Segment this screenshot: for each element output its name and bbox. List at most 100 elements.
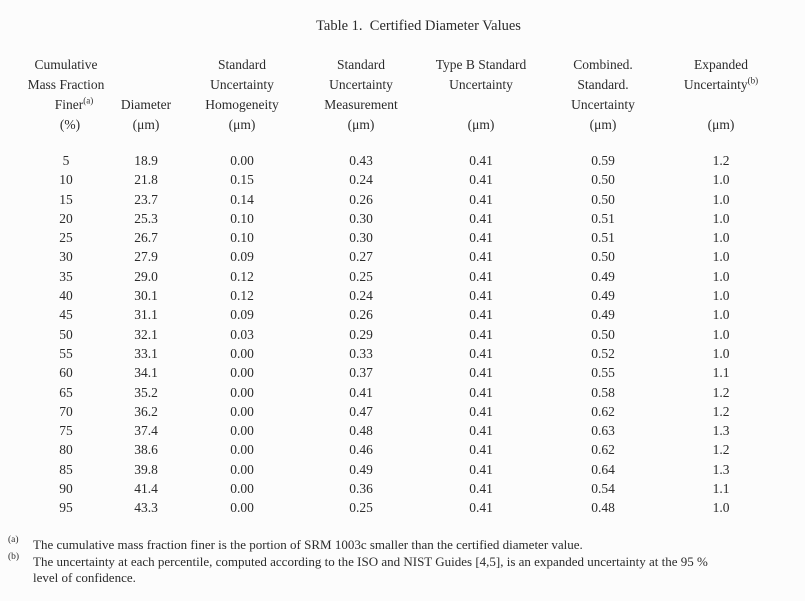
table-cell: 80 bbox=[59, 442, 73, 458]
footnote-a: (a) The cumulative mass fraction finer i… bbox=[0, 535, 805, 554]
table-cell: 0.25 bbox=[349, 500, 373, 516]
header-line: Standard bbox=[218, 57, 266, 72]
table-cell: 0.49 bbox=[349, 461, 373, 477]
table-cell: 25 bbox=[59, 230, 73, 246]
table-cell: 0.41 bbox=[469, 268, 493, 284]
table-cell: 0.59 bbox=[591, 153, 615, 168]
table-cell: 0.50 bbox=[591, 249, 615, 265]
table-cell: 0.41 bbox=[469, 403, 493, 419]
table-cell: 0.51 bbox=[591, 230, 615, 246]
table-row: 30 27.9 0.09 0.27 0.41 0.50 1.0 bbox=[0, 247, 805, 266]
column-header-expanded-uncertainty: Expanded Uncertainty(b) (μm) bbox=[651, 55, 791, 135]
table-cell: 1.0 bbox=[712, 172, 730, 188]
header-unit: (μm) bbox=[132, 117, 160, 132]
footnote-ref-a: (a) bbox=[83, 95, 94, 106]
table-cell: 1.0 bbox=[712, 268, 730, 284]
table-cell: 0.51 bbox=[591, 210, 615, 226]
table-cell: 75 bbox=[59, 423, 73, 439]
table-row: 40 30.1 0.12 0.24 0.41 0.49 1.0 bbox=[0, 286, 805, 305]
table-cell: 0.43 bbox=[349, 153, 373, 168]
table-cell: 0.62 bbox=[591, 442, 615, 458]
table-cell: 1.0 bbox=[712, 249, 730, 265]
table-row: 80 38.6 0.00 0.46 0.41 0.62 1.2 bbox=[0, 440, 805, 459]
header-line bbox=[651, 95, 791, 115]
table-cell: 0.00 bbox=[230, 442, 254, 458]
table-cell: 0.27 bbox=[349, 249, 373, 265]
table-cell: 0.00 bbox=[230, 403, 254, 419]
table-cell: 0.36 bbox=[349, 481, 373, 497]
table-cell: 0.26 bbox=[349, 191, 373, 207]
footnotes: (a) The cumulative mass fraction finer i… bbox=[0, 535, 805, 587]
table-cell: 0.24 bbox=[349, 288, 373, 304]
footnote-ref-b: (b) bbox=[747, 75, 759, 86]
table-cell: 30 bbox=[59, 249, 73, 265]
header-unit: (μm) bbox=[228, 117, 256, 132]
table-cell: 1.0 bbox=[712, 500, 730, 516]
table-cell: 27.9 bbox=[134, 249, 158, 265]
table-row: 55 33.1 0.00 0.33 0.41 0.52 1.0 bbox=[0, 344, 805, 363]
table-cell: 0.49 bbox=[591, 307, 615, 323]
table-cell: 0.63 bbox=[591, 423, 615, 439]
table-cell: 0.25 bbox=[349, 268, 373, 284]
header-line: Cumulative bbox=[34, 57, 98, 72]
table-cell: 0.15 bbox=[230, 172, 254, 188]
header-line: Finer(a) bbox=[54, 95, 94, 112]
table-cell: 60 bbox=[59, 365, 73, 381]
table-cell: 1.0 bbox=[712, 345, 730, 361]
table-cell: 0.49 bbox=[591, 288, 615, 304]
table-row: 75 37.4 0.00 0.48 0.41 0.63 1.3 bbox=[0, 421, 805, 440]
table-cell: 0.41 bbox=[469, 461, 493, 477]
table-cell: 0.41 bbox=[469, 153, 493, 168]
column-header-uncertainty-homogeneity: Standard Uncertainty Homogeneity (μm) bbox=[182, 55, 302, 135]
table-cell: 26.7 bbox=[134, 230, 158, 246]
table-cell: 0.00 bbox=[230, 345, 254, 361]
table-cell: 0.54 bbox=[591, 481, 615, 497]
header-line bbox=[96, 75, 196, 95]
footnote-text: The cumulative mass fraction finer is th… bbox=[33, 537, 583, 552]
table-cell: 0.48 bbox=[349, 423, 373, 439]
table-cell: 55 bbox=[59, 345, 73, 361]
table-cell: 1.1 bbox=[712, 481, 730, 497]
table-cell: 1.2 bbox=[712, 403, 730, 419]
table-cell: 32.1 bbox=[134, 326, 158, 342]
column-header-uncertainty-measurement: Standard Uncertainty Measurement (μm) bbox=[296, 55, 426, 135]
table-cell: 0.41 bbox=[469, 384, 493, 400]
table-cell: 0.64 bbox=[591, 461, 615, 477]
table-cell: 0.41 bbox=[469, 423, 493, 439]
table-cell: 1.3 bbox=[712, 423, 730, 439]
column-header-combined-standard-uncertainty: Combined. Standard. Uncertainty (μm) bbox=[538, 55, 668, 135]
table-cell: 1.2 bbox=[712, 442, 730, 458]
table-cell: 0.41 bbox=[469, 365, 493, 381]
table-cell: 0.41 bbox=[349, 384, 373, 400]
table-cell: 38.6 bbox=[134, 442, 158, 458]
header-line: Expanded bbox=[694, 57, 748, 72]
table-cell: 0.12 bbox=[230, 288, 254, 304]
header-line: Mass Fraction bbox=[27, 77, 105, 92]
table-cell: 0.10 bbox=[230, 230, 254, 246]
table-cell: 0.00 bbox=[230, 365, 254, 381]
table-cell: 30.1 bbox=[134, 288, 158, 304]
table-cell: 0.41 bbox=[469, 307, 493, 323]
table-cell: 35.2 bbox=[134, 384, 158, 400]
table-cell: 0.46 bbox=[349, 442, 373, 458]
table-cell: 39.8 bbox=[134, 461, 158, 477]
footnote-text: level of confidence. bbox=[33, 570, 136, 585]
table-cell: 0.24 bbox=[349, 172, 373, 188]
table-cell: 0.62 bbox=[591, 403, 615, 419]
table-row: 15 23.7 0.14 0.26 0.41 0.50 1.0 bbox=[0, 190, 805, 209]
table-row: 50 32.1 0.03 0.29 0.41 0.50 1.0 bbox=[0, 325, 805, 344]
header-line: Measurement bbox=[324, 97, 398, 112]
table-cell: 0.52 bbox=[591, 345, 615, 361]
header-line: Uncertainty bbox=[210, 77, 274, 92]
table-cell: 0.10 bbox=[230, 210, 254, 226]
table-row: 95 43.3 0.00 0.25 0.41 0.48 1.0 bbox=[0, 498, 805, 517]
table-cell: 0.09 bbox=[230, 307, 254, 323]
table-title: Table 1. Certified Diameter Values bbox=[316, 18, 521, 34]
table-cell: 25.3 bbox=[134, 210, 158, 226]
table-row: 85 39.8 0.00 0.49 0.41 0.64 1.3 bbox=[0, 460, 805, 479]
table-cell: 0.41 bbox=[469, 481, 493, 497]
header-unit: (μm) bbox=[347, 117, 375, 132]
column-header-diameter: Diameter (μm) bbox=[96, 55, 196, 135]
table-cell: 21.8 bbox=[134, 172, 158, 188]
table-header: Cumulative Mass Fraction Finer(a) (%) Di… bbox=[0, 55, 805, 135]
